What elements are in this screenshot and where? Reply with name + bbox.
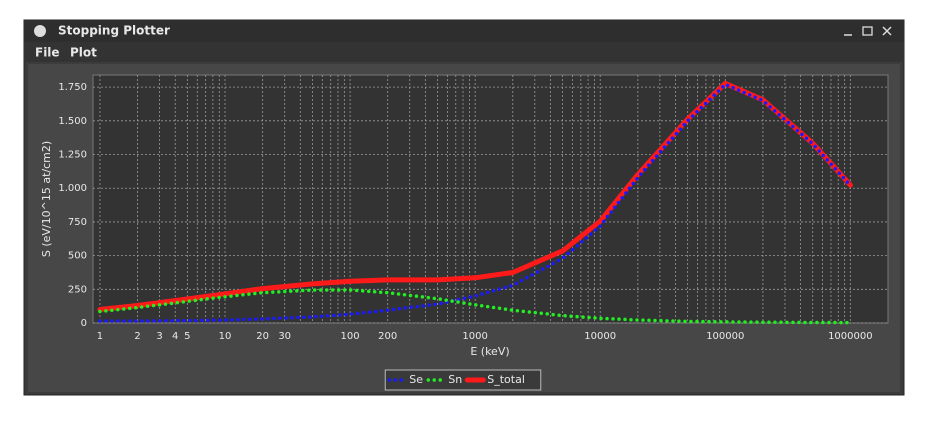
legend-label: Se <box>409 373 423 386</box>
x-tick-label: 200 <box>378 331 397 342</box>
y-axis-label: S (eV/10^15 at/cm2) <box>40 141 53 257</box>
x-tick-label: 100 <box>341 331 360 342</box>
close-button[interactable] <box>882 26 892 36</box>
legend: Se Sn S_total <box>384 369 542 391</box>
menu-plot[interactable]: Plot <box>70 46 97 60</box>
x-tick-label: 10 <box>219 331 232 342</box>
maximize-button[interactable] <box>862 26 873 36</box>
series-line <box>97 80 853 312</box>
x-tick-label: 5 <box>184 331 190 342</box>
x-axis-label: E (keV) <box>470 345 509 358</box>
x-tick-label: 2 <box>134 331 140 342</box>
y-tick-label: 1.250 <box>58 150 87 161</box>
y-tick-label: 1.500 <box>58 116 87 127</box>
y-tick-label: 750 <box>68 217 87 228</box>
x-tick-label: 1000000 <box>828 331 873 342</box>
title-bar <box>24 20 904 42</box>
y-tick-label: 250 <box>68 284 87 295</box>
series-line <box>98 82 853 323</box>
x-tick-label: 30 <box>278 331 291 342</box>
x-tick-label: 20 <box>256 331 269 342</box>
window-title: Stopping Plotter <box>58 24 170 38</box>
plot-area <box>92 74 889 324</box>
x-tick-label: 1000 <box>462 331 487 342</box>
menu-file[interactable]: File <box>35 46 60 60</box>
x-tick-label: 1 <box>97 331 103 342</box>
y-tick-label: 500 <box>68 251 87 262</box>
app-icon <box>34 25 46 37</box>
legend-label: Sn <box>448 373 462 386</box>
legend-box <box>384 369 542 391</box>
x-tick-label: 3 <box>156 331 162 342</box>
x-tick-label: 10000 <box>584 331 616 342</box>
y-tick-label: 1.000 <box>58 183 87 194</box>
series-line <box>98 288 853 325</box>
legend-label: S_total <box>487 373 525 386</box>
x-tick-label: 100000 <box>706 331 744 342</box>
y-tick-label: 1.750 <box>58 82 87 93</box>
x-tick-label: 4 <box>172 331 178 342</box>
menu-bar <box>24 42 904 62</box>
y-tick-label: 0 <box>81 318 87 329</box>
